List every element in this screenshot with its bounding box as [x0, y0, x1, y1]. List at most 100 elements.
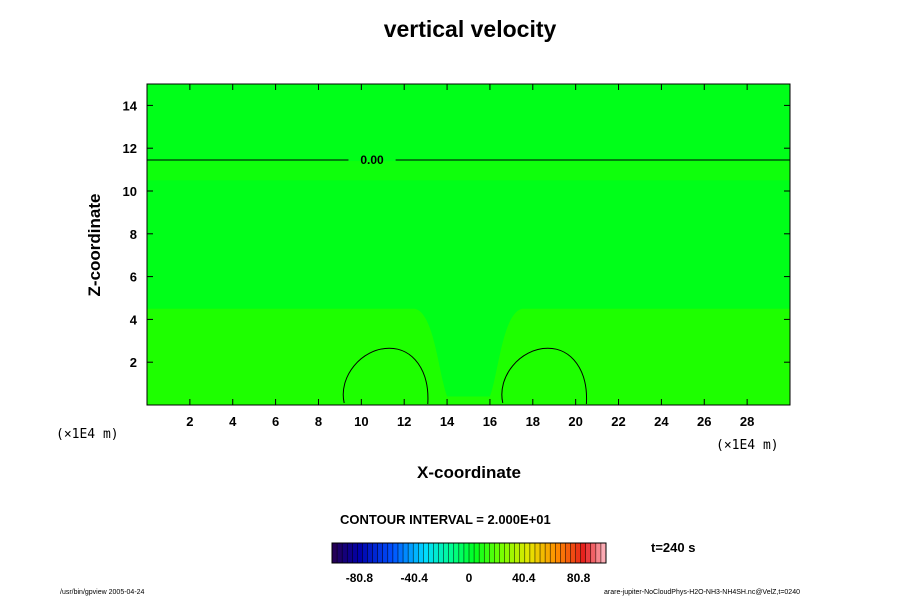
colorbar-swatch — [357, 543, 363, 563]
colorbar-swatch — [387, 543, 394, 563]
y-tick-label: 2 — [130, 355, 137, 370]
colorbar-swatch — [509, 543, 516, 563]
contour-lobe-left — [342, 347, 429, 405]
y-tick-label: 12 — [123, 141, 137, 156]
colorbar-swatch — [443, 543, 450, 563]
x-tick-label: 20 — [568, 414, 582, 429]
colorbar-swatch — [463, 543, 470, 563]
colorbar-swatch — [423, 543, 429, 563]
colorbar-swatch — [600, 543, 607, 563]
colorbar-swatch — [580, 543, 587, 563]
y-tick-label: 14 — [123, 98, 138, 113]
x-tick-label: 6 — [272, 414, 279, 429]
colorbar-swatch — [519, 543, 526, 563]
y-tick-label: 10 — [123, 184, 137, 199]
time-label: t=240 s — [651, 540, 696, 555]
colorbar-tick-label: 0 — [466, 571, 473, 585]
colorbar-tick-label: -80.8 — [346, 571, 374, 585]
colorbar-swatch — [524, 543, 531, 563]
colorbar-swatch — [504, 543, 510, 563]
contour-interval-text: CONTOUR INTERVAL = 2.000E+01 — [340, 512, 551, 527]
x-tick-label: 16 — [483, 414, 497, 429]
colorbar-tick-label: 80.8 — [567, 571, 591, 585]
colorbar-swatch — [545, 543, 551, 563]
x-tick-label: 24 — [654, 414, 669, 429]
y-axis-ticks: 2 4 6 8 10 12 14 — [123, 98, 790, 370]
colorbar-swatch — [403, 543, 409, 563]
x-tick-label: 4 — [229, 414, 237, 429]
colorbar-swatch — [540, 543, 546, 563]
x-tick-label: 8 — [315, 414, 322, 429]
colorbar-swatch — [590, 543, 597, 563]
colorbar-swatch — [585, 543, 592, 563]
contour-lobe-right — [501, 347, 587, 405]
colorbar-swatch — [413, 543, 419, 563]
colorbar-swatch — [377, 543, 384, 563]
colorbar-swatch — [448, 543, 455, 563]
colorbar-swatch — [484, 543, 490, 563]
colorbar-tick-label: 40.4 — [512, 571, 536, 585]
colorbar-swatch — [372, 543, 379, 563]
colorbar-swatch — [453, 543, 460, 563]
colorbar-swatch — [560, 543, 566, 563]
x-tick-label: 22 — [611, 414, 625, 429]
colorbar-swatch — [555, 543, 561, 563]
colorbar-swatch — [347, 543, 353, 563]
colorbar-swatch — [514, 543, 521, 563]
x-tick-label: 2 — [186, 414, 193, 429]
colorbar-swatch — [479, 543, 485, 563]
footer-left-text: /usr/bin/gpview 2005-04-24 — [60, 589, 145, 596]
upper-velocity-band — [147, 161, 790, 181]
plot-title: vertical velocity — [383, 16, 557, 42]
x-axis-unit: (×1E4 m) — [716, 438, 779, 453]
colorbar-swatch — [332, 543, 338, 563]
colorbar-swatch — [550, 543, 556, 563]
x-tick-label: 14 — [440, 414, 455, 429]
y-tick-label: 4 — [130, 312, 138, 327]
colorbar-swatch — [438, 543, 445, 563]
y-tick-label: 6 — [130, 270, 137, 285]
y-axis-unit: (×1E4 m) — [56, 427, 119, 442]
colorbar-swatch — [595, 543, 602, 563]
colorbar-frame — [331, 542, 607, 564]
colorbar-swatch — [433, 543, 439, 563]
x-tick-label: 26 — [697, 414, 711, 429]
colorbar-swatch — [565, 543, 571, 563]
colorbar-swatch — [367, 543, 373, 563]
colorbar-swatch — [474, 543, 480, 563]
colorbar-swatch — [342, 543, 348, 563]
colorbar-swatch — [494, 543, 500, 563]
plot-area: 0.00 — [146, 83, 791, 406]
colorbar-swatch — [392, 543, 399, 563]
colorbar-swatch — [570, 543, 576, 563]
colorbar-swatch — [408, 543, 414, 563]
colorbar-swatch — [499, 543, 505, 563]
colorbar-swatch — [362, 543, 368, 563]
colorbar — [331, 542, 607, 564]
colorbar-swatch — [489, 543, 495, 563]
colorbar-swatch — [458, 543, 465, 563]
colorbar-swatch — [469, 543, 475, 563]
footer-right-text: arare-jupiter-NoCloudPhys-H2O-NH3-NH4SH.… — [604, 589, 800, 596]
x-tick-label: 28 — [740, 414, 754, 429]
colorbar-swatch — [428, 543, 434, 563]
colorbar-swatch — [382, 543, 389, 563]
colorbar-swatch — [352, 543, 358, 563]
plot-frame — [146, 83, 791, 406]
x-axis-ticks: 2 4 6 8 10 12 14 16 18 20 22 24 26 28 — [186, 84, 754, 429]
contour-label: 0.00 — [360, 153, 384, 167]
colorbar-swatch — [534, 543, 541, 563]
colorbar-swatch — [418, 543, 424, 563]
x-tick-label: 10 — [354, 414, 368, 429]
colorbar-swatch — [575, 543, 582, 563]
lower-velocity-band — [147, 308, 790, 405]
colorbar-tick-label: -40.4 — [401, 571, 429, 585]
x-tick-label: 12 — [397, 414, 411, 429]
y-tick-label: 8 — [130, 227, 137, 242]
colorbar-swatch — [529, 543, 536, 563]
y-axis-label: Z-coordinate — [85, 194, 104, 297]
x-tick-label: 18 — [526, 414, 540, 429]
colorbar-swatch — [397, 543, 404, 563]
x-axis-label: X-coordinate — [417, 463, 521, 482]
